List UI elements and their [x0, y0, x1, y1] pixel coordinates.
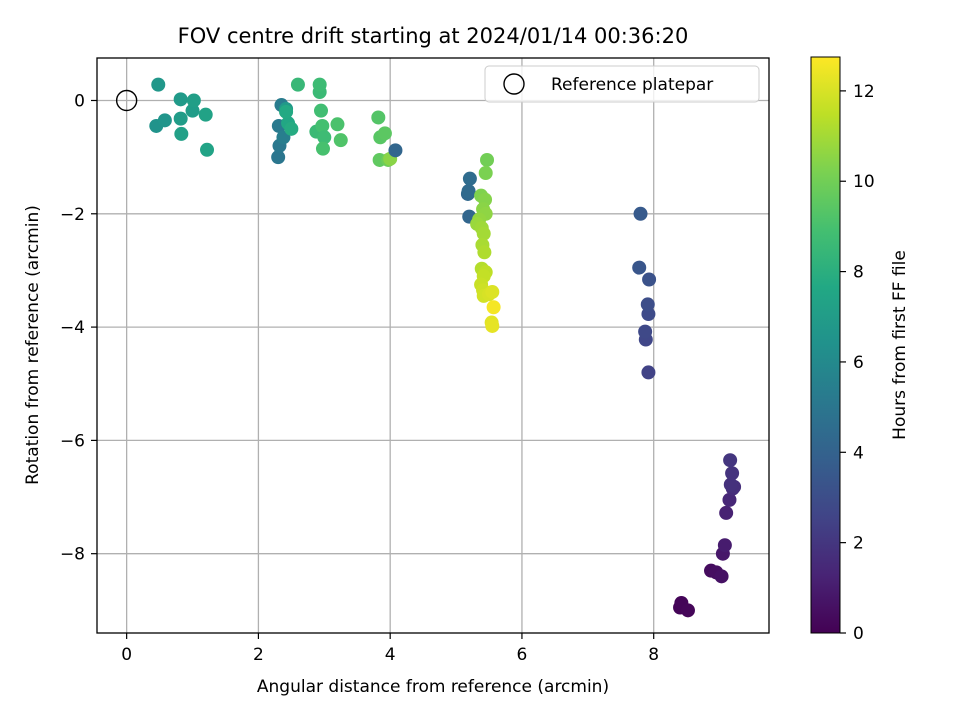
data-point — [462, 171, 477, 186]
data-point — [714, 569, 729, 584]
data-point — [173, 92, 188, 107]
data-point — [279, 104, 294, 119]
data-point — [723, 453, 738, 468]
reference-marker — [115, 89, 138, 112]
y-tick-label: −4 — [60, 318, 85, 338]
x-tick-label: 8 — [648, 645, 659, 665]
data-point — [315, 118, 330, 133]
legend: Reference platepar — [484, 65, 760, 103]
data-point — [486, 300, 501, 315]
data-point — [717, 538, 732, 553]
colorbar-label: Hours from first FF file — [890, 250, 910, 440]
x-axis-label: Angular distance from reference (arcmin) — [257, 677, 609, 697]
data-point — [477, 245, 492, 260]
data-point — [157, 113, 172, 128]
data-point — [638, 324, 653, 339]
data-point — [633, 206, 648, 221]
data-point — [314, 103, 328, 118]
colorbar-ticks: 0 2 4 6 8 10 12 — [840, 82, 875, 644]
data-points — [149, 77, 742, 618]
data-point — [284, 121, 299, 136]
data-point — [198, 107, 213, 122]
colorbar-tick-label: 4 — [853, 443, 864, 463]
data-point — [185, 103, 200, 118]
reference-point — [115, 89, 138, 112]
data-point — [315, 141, 330, 156]
data-point — [371, 110, 386, 125]
data-point — [485, 284, 500, 299]
data-point — [680, 603, 695, 618]
colorbar-tick-label: 10 — [853, 172, 875, 192]
data-point — [312, 77, 327, 92]
colorbar-tick-label: 6 — [853, 353, 864, 373]
y-axis-ticks: 0 −2 −4 −6 −8 — [60, 91, 97, 565]
chart-title: FOV centre drift starting at 2024/01/14 … — [178, 24, 689, 48]
data-point — [200, 142, 215, 157]
data-point — [480, 152, 495, 167]
data-point — [317, 130, 332, 145]
colorbar-tick-label: 12 — [853, 82, 875, 102]
x-tick-label: 6 — [517, 645, 528, 665]
data-point — [330, 117, 345, 132]
legend-marker-icon — [503, 73, 525, 95]
data-point — [485, 318, 500, 333]
data-point — [723, 477, 738, 492]
data-point — [641, 365, 656, 380]
data-point — [377, 126, 392, 141]
data-point — [719, 505, 734, 520]
data-point — [632, 260, 647, 275]
x-tick-label: 0 — [121, 645, 132, 665]
grid-lines — [97, 58, 769, 633]
colorbar-tick-label: 2 — [853, 534, 864, 554]
colorbar-gradient — [810, 56, 841, 634]
data-point — [722, 492, 737, 507]
data-point — [388, 143, 403, 158]
colorbar-tick-label: 0 — [853, 624, 864, 644]
y-tick-label: −2 — [60, 205, 85, 225]
data-point — [642, 272, 657, 287]
data-point — [151, 77, 166, 92]
data-point — [271, 150, 286, 165]
data-point — [478, 166, 493, 180]
data-point — [476, 226, 491, 241]
legend-label: Reference platepar — [551, 75, 713, 95]
data-point — [290, 77, 305, 92]
data-point — [725, 466, 740, 481]
x-tick-label: 4 — [385, 645, 396, 665]
x-tick-label: 2 — [253, 645, 264, 665]
plot-frame — [96, 57, 770, 634]
y-axis-label: Rotation from reference (arcmin) — [23, 205, 43, 485]
x-axis-ticks: 0 2 4 6 8 — [121, 633, 659, 665]
data-point — [174, 126, 189, 141]
y-tick-label: −8 — [60, 545, 85, 565]
colorbar: 0 2 4 6 8 10 12 Hours from first FF file — [810, 56, 910, 644]
y-tick-label: −6 — [60, 431, 85, 451]
data-point — [173, 111, 188, 126]
y-tick-label: 0 — [74, 91, 85, 111]
data-point — [461, 184, 476, 199]
colorbar-tick-label: 8 — [853, 263, 864, 283]
data-point — [186, 93, 201, 108]
data-point — [640, 297, 655, 312]
legend-box — [484, 65, 760, 103]
data-point — [333, 133, 348, 148]
